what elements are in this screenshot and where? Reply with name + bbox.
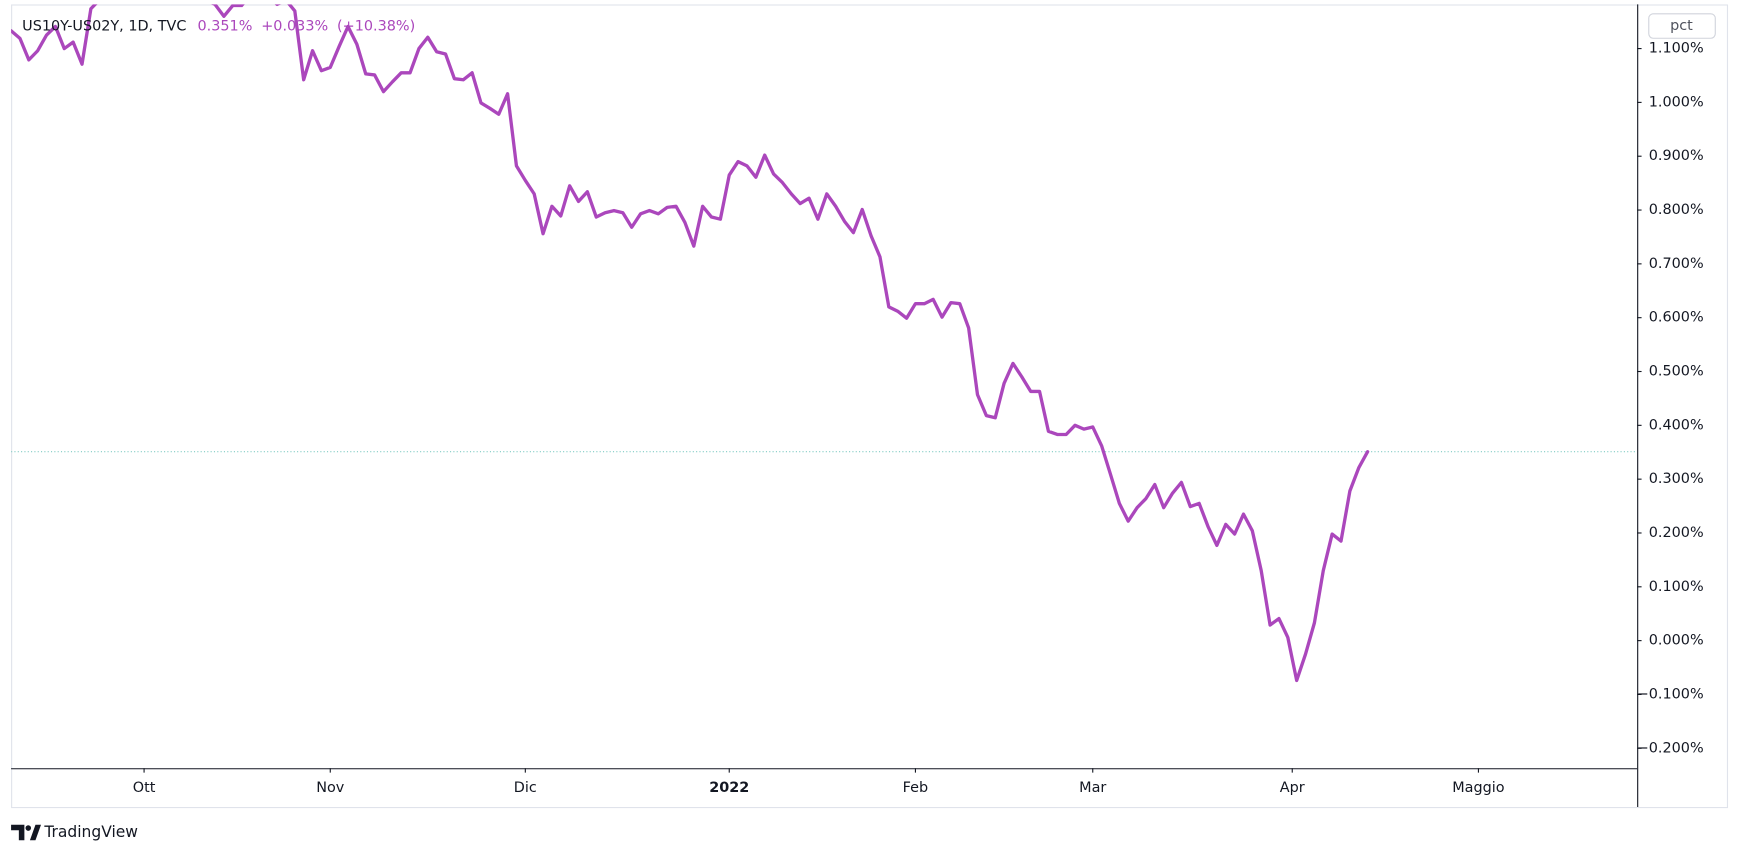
plot-area — [11, 4, 1638, 683]
brand-logo — [11, 824, 42, 841]
y-tick-label: 0.600% — [1649, 310, 1704, 326]
y-tick-label: 0.700% — [1649, 256, 1704, 272]
series-line — [11, 4, 1370, 683]
y-tick-label: 0.100% — [1649, 579, 1704, 595]
change-value: +0.033% — [261, 19, 328, 35]
scale-button-label[interactable]: pct — [1670, 18, 1693, 34]
y-tick-label: 1.100% — [1649, 41, 1704, 57]
y-tick-label: 0.400% — [1649, 417, 1704, 433]
y-tick-label: 0.000% — [1649, 633, 1704, 649]
last-value: 0.351% — [197, 19, 252, 35]
x-tick-label: 2022 — [709, 780, 749, 796]
y-tick-label: 0.200% — [1649, 525, 1704, 541]
x-tick-label: Apr — [1280, 780, 1305, 796]
y-tick-label: 1.000% — [1649, 94, 1704, 110]
y-tick-label: −0.200% — [1637, 740, 1704, 756]
y-tick-label: 0.300% — [1649, 471, 1704, 487]
scale-button[interactable] — [1648, 13, 1716, 39]
x-tick-label: Mar — [1079, 780, 1106, 796]
x-tick-label: Ott — [133, 780, 156, 796]
y-tick-label: 0.900% — [1649, 148, 1704, 164]
x-tick-label: Maggio — [1452, 780, 1505, 796]
chart-frame — [11, 4, 1729, 809]
x-tick-label: Feb — [903, 780, 928, 796]
x-tick-label: Nov — [316, 780, 345, 796]
x-tick-label: Dic — [514, 780, 537, 796]
y-tick-label: 0.500% — [1649, 364, 1704, 380]
y-tick-label: 0.800% — [1649, 202, 1704, 218]
chart-title: US10Y-US02Y, 1D, TVC — [22, 19, 186, 35]
change-percent: (+10.38%) — [337, 19, 415, 35]
y-tick-label: −0.100% — [1637, 686, 1704, 702]
axes: 1.100% 1.000% 0.900% 0.800% 0.700% 0.600% 0.50… — [133, 41, 1704, 797]
brand-name: TradingView — [43, 823, 138, 841]
